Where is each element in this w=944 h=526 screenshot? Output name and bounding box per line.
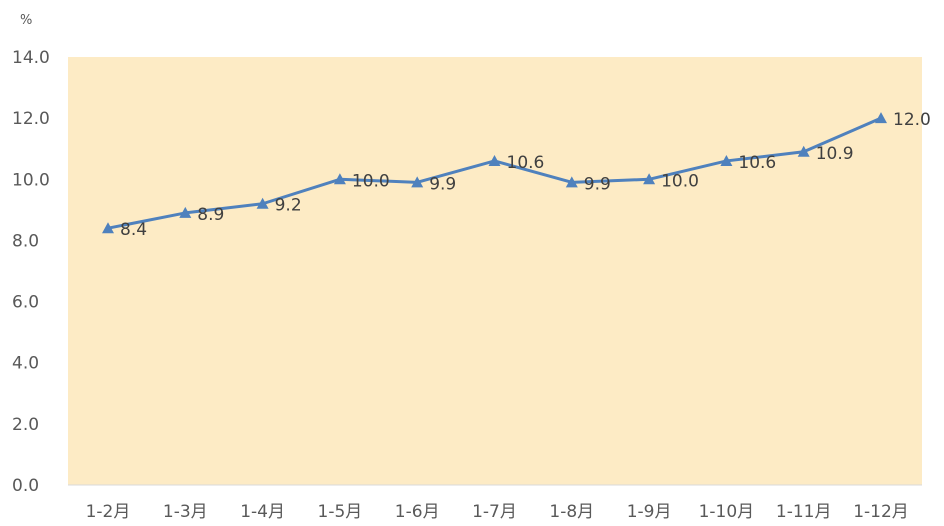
data-label: 9.9 — [584, 174, 611, 194]
plot-area — [68, 57, 922, 485]
x-tick-label: 1-9月 — [627, 502, 672, 522]
data-label: 9.2 — [275, 196, 302, 216]
y-tick-label: 12.0 — [12, 109, 50, 129]
data-label: 9.9 — [429, 174, 456, 194]
y-tick-label: 4.0 — [12, 354, 39, 374]
data-label: 12.0 — [893, 110, 931, 130]
x-tick-label: 1-10月 — [699, 502, 755, 522]
y-axis-unit: % — [20, 13, 32, 28]
x-axis: 1-2月 1-3月 1-4月 1-5月 1-6月 1-7月 1-8月 1-9月 1-10月 1-1… — [86, 502, 909, 522]
data-label: 10.0 — [352, 171, 390, 191]
data-label: 8.9 — [197, 205, 224, 225]
data-label: 10.0 — [661, 171, 699, 191]
y-tick-label: 6.0 — [12, 293, 39, 313]
x-tick-label: 1-3月 — [163, 502, 208, 522]
x-tick-label: 1-2月 — [86, 502, 131, 522]
x-tick-label: 1-4月 — [240, 502, 285, 522]
data-label: 8.4 — [120, 220, 147, 240]
data-label: 10.9 — [816, 144, 854, 164]
x-tick-label: 1-7月 — [472, 502, 517, 522]
x-tick-label: 1-6月 — [395, 502, 440, 522]
x-tick-label: 1-11月 — [776, 502, 832, 522]
y-axis: 14.0 12.0 10.0 8.0 6.0 4.0 2.0 0.0 — [12, 48, 50, 496]
x-tick-label: 1-12月 — [853, 502, 909, 522]
y-tick-label: 14.0 — [12, 48, 50, 68]
x-tick-label: 1-8月 — [549, 502, 594, 522]
data-label: 10.6 — [507, 153, 545, 173]
y-tick-label: 10.0 — [12, 170, 50, 190]
x-tick-label: 1-5月 — [318, 502, 363, 522]
data-label: 10.6 — [738, 153, 776, 173]
y-tick-label: 0.0 — [12, 476, 39, 496]
y-tick-label: 8.0 — [12, 231, 39, 251]
y-tick-label: 2.0 — [12, 415, 39, 435]
